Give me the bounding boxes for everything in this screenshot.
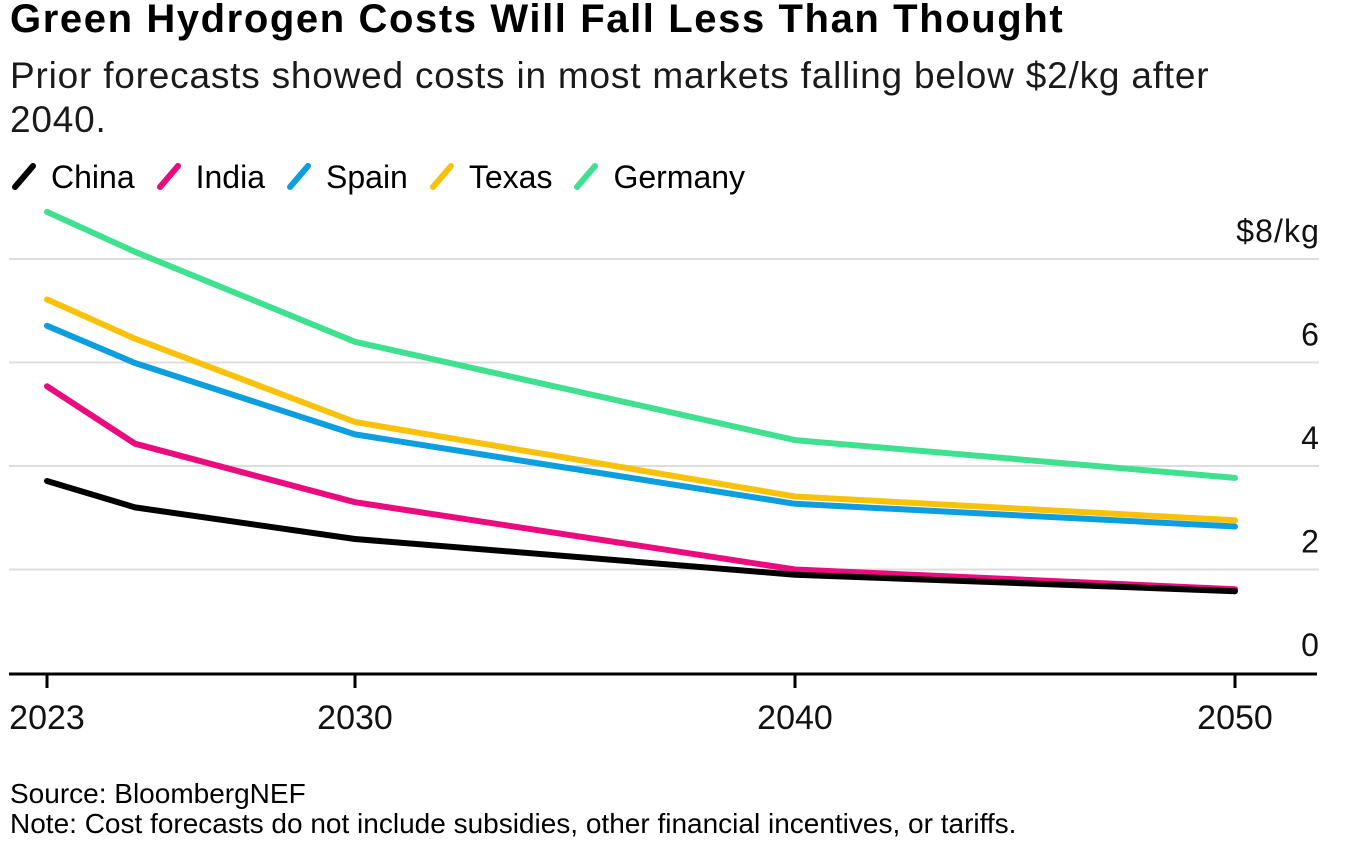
source-line: Source: BloombergNEF [10,778,306,809]
india-line-swatch-icon [156,163,181,190]
y-tick-label-6: 6 [1301,317,1320,353]
series-line-china [44,478,1238,595]
legend-item-india: India [156,159,265,196]
series-line-india [44,383,1238,593]
y-tick-label-4: 4 [1301,420,1320,456]
x-tick-label-2050: 2050 [1197,699,1273,737]
x-axis [9,672,1317,688]
x-tick-label-2040: 2040 [757,699,833,737]
legend-label-spain: Spain [326,158,408,195]
legend-item-china: China [11,159,135,196]
legend-item-spain: Spain [286,159,408,196]
y-axis-labels: $8/kg 6 4 2 0 [1236,213,1320,663]
x-tick-label-2030: 2030 [317,699,393,737]
series-line-germany [44,208,1238,481]
legend-item-texas: Texas [429,158,553,196]
chart-subtitle-line-1: Prior forecasts showed costs in most mar… [10,55,1210,96]
china-line-swatch-icon [12,163,36,190]
y-tick-label-8: $8/kg [1236,213,1320,249]
spain-line-swatch-icon [287,163,311,190]
legend-label-texas: Texas [468,158,553,195]
chart-title: Green Hydrogen Costs Will Fall Less Than… [10,0,1065,41]
legend-label-china: China [51,158,135,195]
chart-legend: China India Spain Texas Germany [11,159,745,195]
series-line-texas [44,296,1238,524]
x-tick-label-2023: 2023 [9,699,85,737]
y-tick-label-0: 0 [1301,627,1320,663]
germany-line-swatch-icon [574,163,599,190]
chart-subtitle-line-2: 2040. [10,99,107,140]
texas-line-swatch-icon [429,163,454,190]
series-lines [44,208,1238,595]
legend-item-germany: Germany [573,159,745,196]
legend-label-india: India [195,158,265,195]
legend-label-germany: Germany [613,158,746,195]
series-line-spain [44,322,1238,530]
chart-subtitle: Prior forecasts showed costs in most mar… [10,54,1209,142]
footnotes: Source: BloombergNEF Note: Cost forecast… [10,779,1016,839]
x-axis-labels: 2023 2030 2040 2050 [9,699,1273,737]
note-line: Note: Cost forecasts do not include subs… [10,808,1017,839]
y-tick-label-2: 2 [1301,524,1320,560]
